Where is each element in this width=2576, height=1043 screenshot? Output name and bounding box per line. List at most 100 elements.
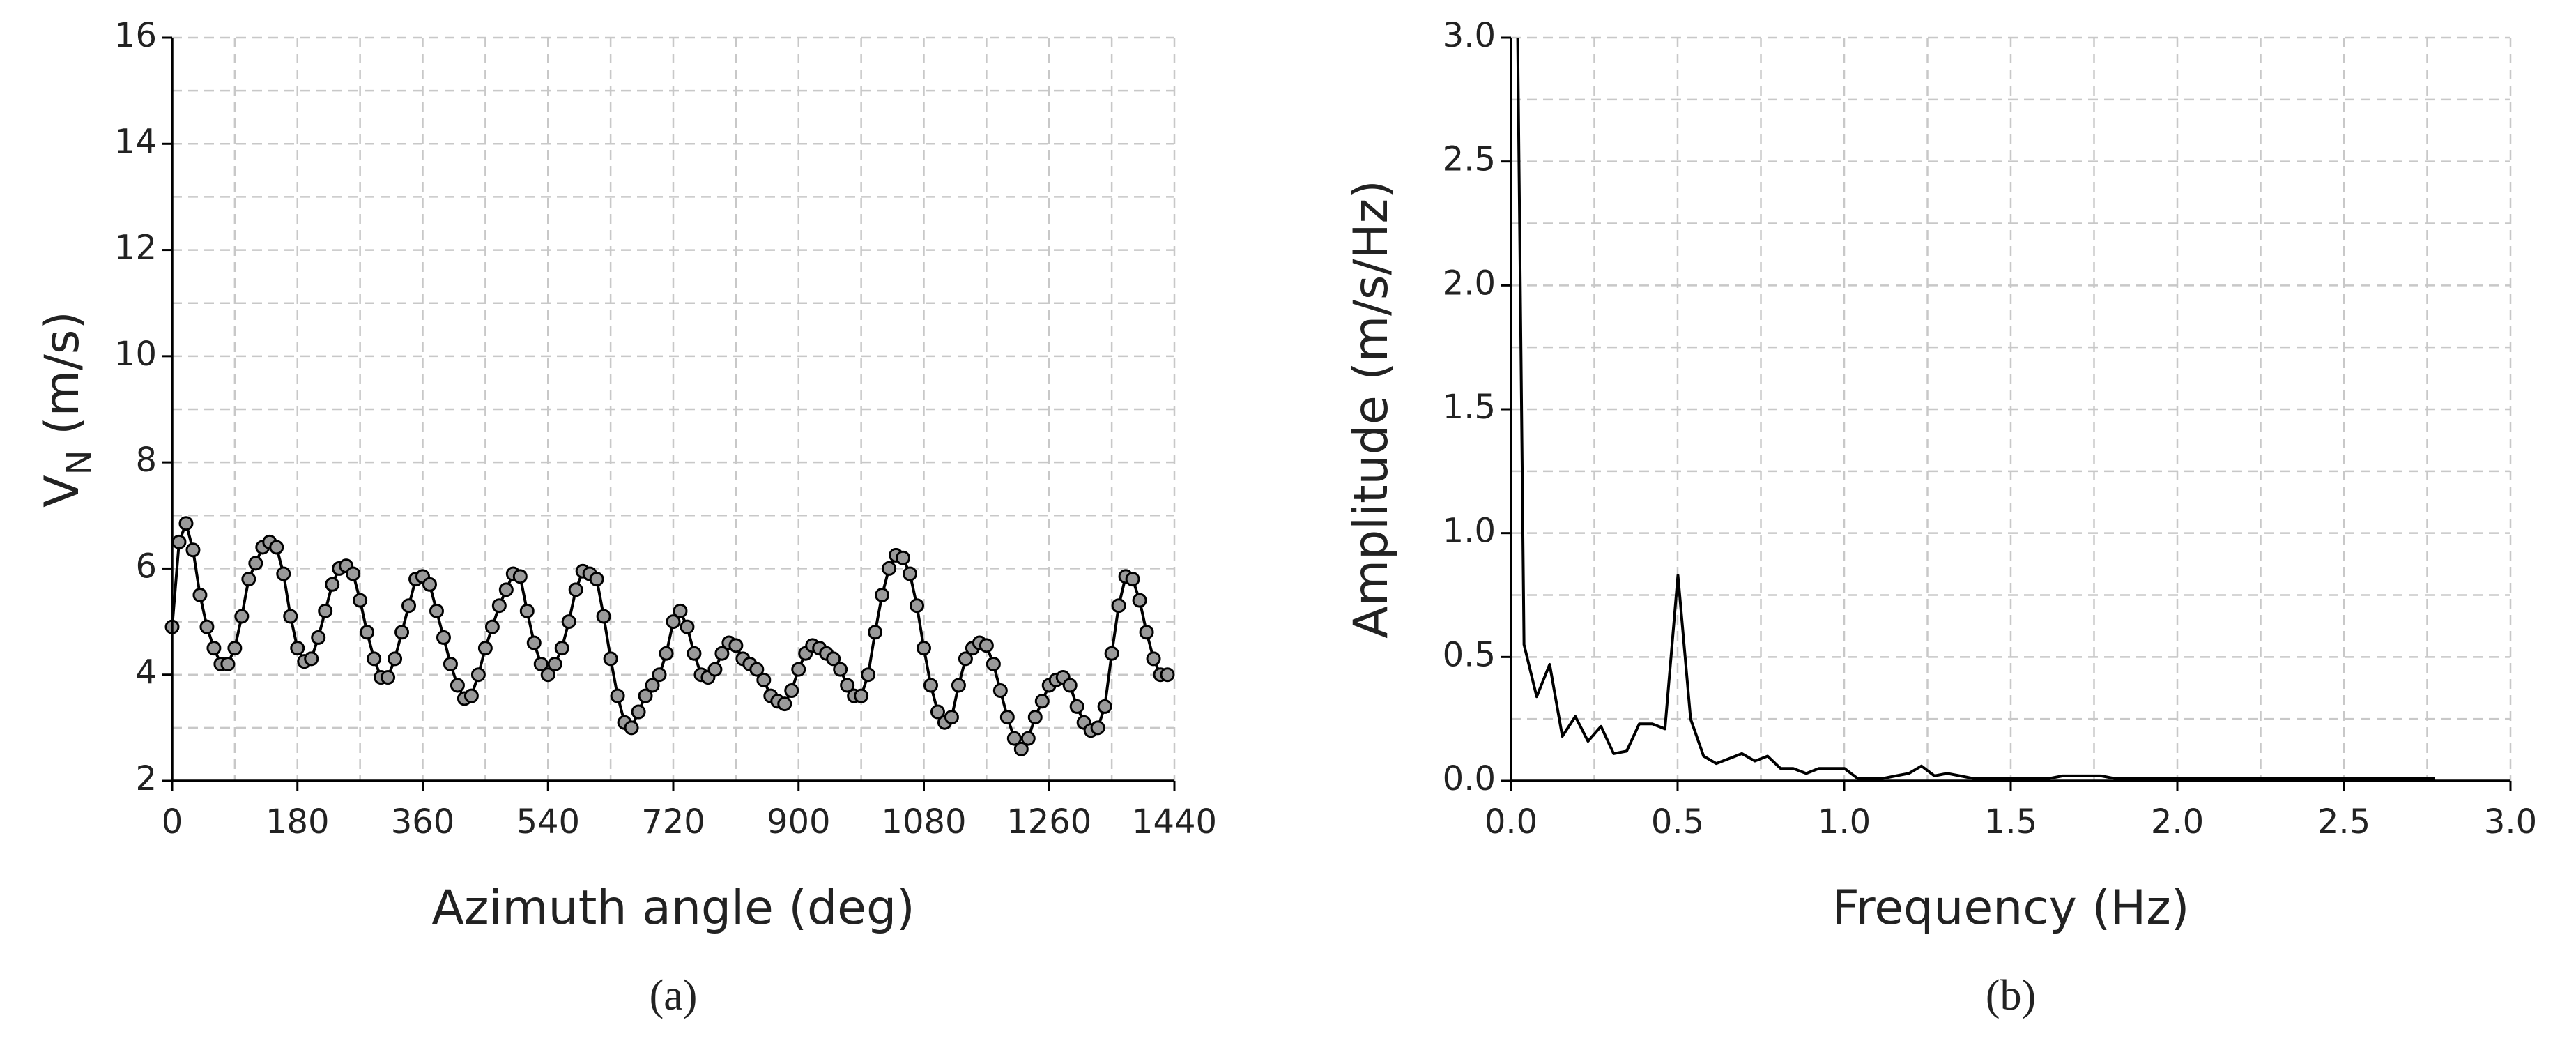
data-marker	[241, 572, 256, 587]
y-axis-title-main: Amplitude (m/s/Hz)	[1344, 180, 1399, 638]
y-tick-label: 0.5	[1443, 635, 1496, 674]
data-marker	[1062, 678, 1078, 693]
data-marker	[784, 683, 799, 699]
y-tick-label: 0.0	[1443, 759, 1496, 798]
data-marker	[561, 614, 576, 630]
data-marker	[185, 542, 201, 558]
data-marker	[638, 688, 653, 703]
caption: (b)	[1986, 972, 2036, 1019]
data-marker	[470, 667, 486, 683]
data-marker	[714, 646, 730, 661]
data-marker	[1125, 572, 1140, 587]
data-marker	[178, 516, 194, 531]
data-marker	[652, 667, 667, 683]
data-marker	[910, 598, 925, 614]
x-tick-label: 900	[767, 802, 831, 842]
data-marker	[519, 603, 535, 618]
data-marker	[450, 678, 465, 693]
x-tick-label: 180	[266, 802, 330, 842]
data-marker	[1104, 646, 1119, 661]
data-marker	[930, 704, 945, 720]
data-marker	[220, 656, 236, 671]
data-marker	[367, 651, 382, 667]
data-marker	[171, 534, 187, 549]
data-marker	[917, 641, 931, 656]
data-marker	[346, 566, 361, 581]
data-marker	[484, 619, 500, 634]
x-tick-label: 540	[516, 802, 580, 842]
data-marker	[666, 614, 681, 630]
data-marker	[554, 641, 569, 656]
y-tick-label: 1.0	[1443, 512, 1496, 551]
x-tick-label: 1.0	[1818, 802, 1871, 842]
data-marker	[986, 656, 1001, 671]
y-tick-label: 6	[135, 547, 157, 586]
chart-panel: 0.0 0.5 1.0 1.5 2.0 2.5 3.0 0.0 0.5 1.0 1.5 2.0 2.5 3…	[1344, 16, 2537, 1019]
data-marker	[833, 662, 848, 677]
data-marker	[234, 609, 250, 624]
caption: (a)	[650, 972, 698, 1019]
data-marker	[903, 566, 918, 581]
data-marker	[882, 561, 897, 576]
x-tick-label: 0	[162, 802, 183, 842]
data-marker	[868, 625, 883, 640]
data-marker	[958, 651, 973, 667]
data-marker	[951, 678, 966, 693]
data-marker	[394, 625, 410, 640]
data-marker	[436, 630, 451, 645]
data-marker	[979, 638, 994, 653]
data-marker	[325, 577, 340, 592]
data-marker	[192, 588, 208, 602]
data-marker	[269, 540, 284, 555]
data-marker	[283, 609, 298, 624]
data-marker	[992, 683, 1008, 699]
y-axis-title-main: V	[35, 475, 90, 508]
data-marker	[248, 556, 263, 571]
data-marker	[631, 704, 646, 720]
data-marker	[673, 603, 688, 618]
data-marker	[645, 678, 660, 693]
data-marker	[477, 641, 493, 656]
data-marker	[491, 598, 507, 614]
y-tick-label: 12	[114, 229, 157, 268]
data-marker	[1097, 699, 1112, 714]
data-marker	[707, 662, 723, 677]
data-marker	[533, 656, 549, 671]
data-marker	[547, 656, 562, 671]
x-tick-label: 1260	[1006, 802, 1091, 842]
data-marker	[568, 582, 583, 597]
data-marker	[1069, 699, 1084, 714]
x-tick-label: 0.5	[1651, 802, 1704, 842]
data-marker	[854, 688, 869, 703]
y-axis-title: Amplitude (m/s/Hz)	[1344, 180, 1399, 638]
y-tick-label: 16	[114, 16, 157, 55]
data-marker	[826, 651, 841, 667]
x-tick-label: 2.0	[2151, 802, 2204, 842]
x-axis-title: Azimuth angle (deg)	[431, 881, 914, 936]
x-tick-label: 3.0	[2484, 802, 2537, 842]
data-marker	[199, 619, 215, 634]
y-tick-label: 8	[135, 441, 157, 480]
data-marker	[603, 651, 618, 667]
data-marker	[728, 638, 744, 653]
data-marker	[1132, 593, 1147, 608]
y-tick-label: 14	[114, 122, 157, 161]
data-marker	[589, 572, 604, 587]
data-marker	[463, 688, 479, 703]
y-tick-label: 4	[135, 653, 157, 692]
data-marker	[443, 656, 458, 671]
data-marker	[749, 662, 765, 677]
data-marker	[840, 678, 855, 693]
x-tick-label: 1080	[881, 802, 966, 842]
y-tick-label: 10	[114, 335, 157, 374]
data-marker	[680, 619, 695, 634]
data-marker	[1013, 741, 1029, 756]
y-axis-title-unit: (m/s)	[35, 311, 90, 450]
x-tick-label: 720	[641, 802, 705, 842]
data-marker	[401, 598, 417, 614]
data-marker	[381, 670, 396, 685]
data-marker	[624, 720, 639, 736]
x-tick-label: 0.0	[1485, 802, 1538, 842]
data-marker	[540, 667, 555, 683]
